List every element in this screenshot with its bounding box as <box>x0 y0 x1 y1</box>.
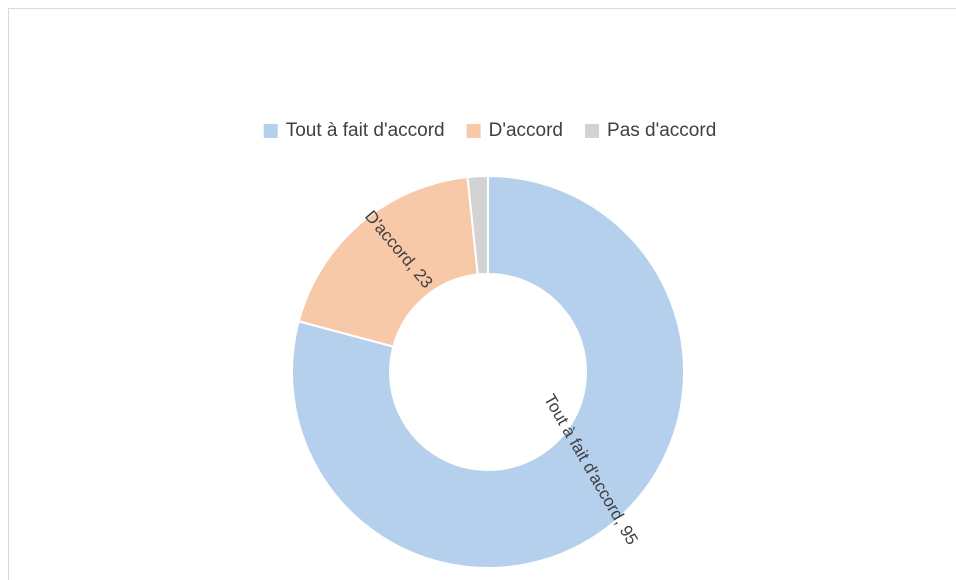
slice <box>297 175 479 348</box>
slice <box>466 174 489 276</box>
legend-label: D'accord <box>489 120 563 141</box>
legend-label: Pas d'accord <box>607 120 716 141</box>
slice <box>291 174 685 569</box>
legend-swatch <box>585 124 600 138</box>
legend-label: Tout à fait d'accord <box>286 120 445 141</box>
legend-swatch <box>466 124 481 138</box>
legend-swatch <box>263 124 278 138</box>
